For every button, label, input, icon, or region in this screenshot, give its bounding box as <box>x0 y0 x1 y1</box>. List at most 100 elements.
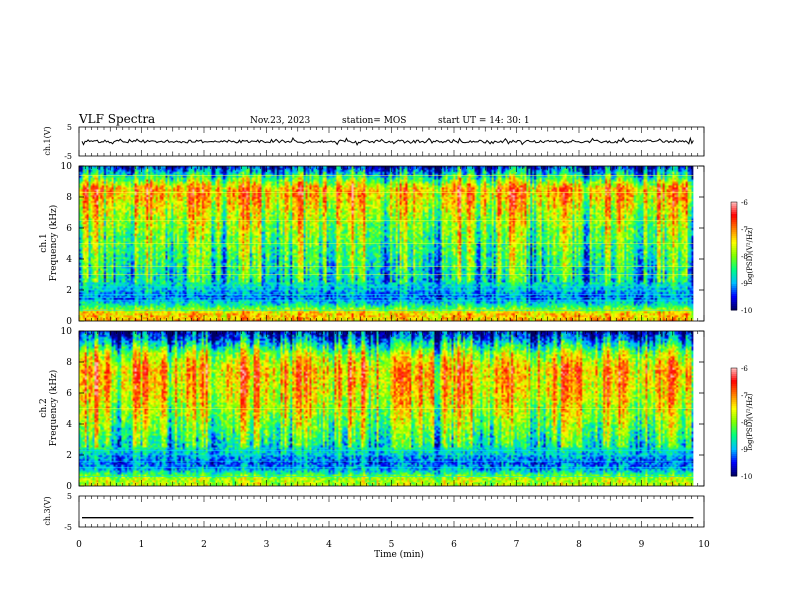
ch1-frequency-axis-label: Frequency (kHz) <box>48 205 59 282</box>
colorbar-swatch <box>731 456 737 459</box>
colorbar-swatch <box>731 258 737 261</box>
colorbar-swatch <box>731 246 737 249</box>
colorbar-swatch <box>731 408 737 411</box>
colorbar-swatch <box>731 222 737 225</box>
ch2-frequency-ticks: 0 2 4 6 8 10 <box>61 327 704 492</box>
time-tick-label: 7 <box>514 540 520 550</box>
colorbar-swatch <box>731 252 737 255</box>
ch3-ytick-bottom: -5 <box>64 523 72 532</box>
colorbar-swatch <box>731 268 737 271</box>
colorbar-swatch <box>731 306 737 309</box>
colorbar-swatch <box>731 448 737 451</box>
colorbar-swatch <box>731 410 737 413</box>
colorbar-swatch <box>731 392 737 395</box>
colorbar-swatch <box>731 232 737 235</box>
colorbar-swatch <box>731 396 737 399</box>
colorbar-swatch <box>731 202 737 205</box>
colorbar-frame <box>730 367 738 477</box>
colorbar-swatch <box>731 282 737 285</box>
colorbar-swatch <box>731 284 737 287</box>
colorbar-swatch <box>731 256 737 259</box>
colorbar-swatch <box>731 298 737 301</box>
ch3-volt-axis-label: ch.3(V) <box>43 496 52 525</box>
colorbar-swatch <box>731 266 737 269</box>
colorbar-swatch <box>731 220 737 223</box>
colorbar-swatch <box>731 292 737 295</box>
colorbar-swatch <box>731 272 737 275</box>
ch1-channel-label: ch.1 <box>39 233 49 252</box>
time-tick-label: 2 <box>201 540 207 550</box>
colorbar-swatch <box>731 468 737 471</box>
ch2-channel-label: ch.2 <box>39 398 49 417</box>
colorbar-swatch <box>731 402 737 405</box>
colorbar-swatch <box>731 308 737 311</box>
frequency-tick-label: 0 <box>66 482 72 492</box>
colorbar-swatch <box>731 236 737 239</box>
colorbar-tick-label: -6 <box>741 365 748 373</box>
colorbar-swatch <box>731 370 737 373</box>
frequency-tick-label: 2 <box>66 286 72 296</box>
colorbar-swatch <box>731 286 737 289</box>
colorbar-swatch <box>731 388 737 391</box>
frequency-tick-label: 8 <box>66 358 72 368</box>
date-label: Nov.23, 2023 <box>250 116 311 126</box>
colorbar-swatch <box>731 394 737 397</box>
time-tick-label: 5 <box>389 540 395 550</box>
ch2-spectrogram <box>79 331 694 486</box>
colorbar-swatch <box>731 382 737 385</box>
colorbar-swatch <box>731 414 737 417</box>
colorbar-swatch <box>731 296 737 299</box>
colorbar-swatch <box>731 454 737 457</box>
time-tick-label: 0 <box>76 540 82 550</box>
colorbar-label: log(PSD)(V²/Hz) <box>746 393 754 450</box>
frequency-tick-label: 6 <box>66 224 72 234</box>
colorbar-tick-label: -10 <box>741 307 752 315</box>
colorbar-swatch <box>731 274 737 277</box>
colorbar-swatch <box>731 244 737 247</box>
colorbar-swatch <box>731 276 737 279</box>
frequency-tick-label: 10 <box>61 327 73 337</box>
ch1-colorbar: -6 -7 -8 -9 -10 log(PSD)(V²/Hz) <box>730 199 754 315</box>
frequency-tick-label: 6 <box>66 389 72 399</box>
figure-title: VLF Spectra <box>78 112 155 126</box>
time-ticks <box>78 127 705 527</box>
ch1-volt-axis-label: ch.1(V) <box>43 126 52 155</box>
colorbar-swatch <box>731 228 737 231</box>
ch1-waveform-panel: 5 -5 ch.1(V) <box>43 123 705 161</box>
ch1-ytick-top: 5 <box>67 123 72 132</box>
time-tick-labels: 0 1 2 3 4 5 6 7 8 9 10 <box>76 540 710 550</box>
time-tick-label: 9 <box>639 540 645 550</box>
colorbar-swatch <box>731 418 737 421</box>
colorbar-swatch <box>731 432 737 435</box>
colorbar-swatch <box>731 230 737 233</box>
ch3-waveform-panel: 5 -5 ch.3(V) <box>43 492 705 532</box>
colorbar-swatch <box>731 254 737 257</box>
colorbar-swatch <box>731 458 737 461</box>
colorbar-swatch <box>731 474 737 477</box>
colorbar-swatch <box>731 234 737 237</box>
colorbar-swatch <box>731 208 737 211</box>
frequency-tick-label: 10 <box>61 162 73 172</box>
ch3-ytick-top: 5 <box>67 492 72 501</box>
colorbar-swatch <box>731 304 737 307</box>
colorbar-swatch <box>731 242 737 245</box>
colorbar-swatch <box>731 210 737 213</box>
colorbar-swatch <box>731 380 737 383</box>
colorbar-swatch <box>731 440 737 443</box>
colorbar-tick-label: -6 <box>741 199 748 207</box>
colorbar-swatch <box>731 374 737 377</box>
ch2-spectrogram-panel: 0 2 4 6 8 10 ch.2 Frequency (kHz) -6 -7 -8 -9 -10… <box>39 327 754 492</box>
colorbar-swatch <box>731 290 737 293</box>
frequency-tick-label: 8 <box>66 193 72 203</box>
ch1-ytick-bottom: -5 <box>64 152 72 161</box>
colorbar-swatch <box>731 404 737 407</box>
frequency-tick-label: 4 <box>66 420 72 430</box>
colorbar-swatch <box>731 226 737 229</box>
colorbar-swatch <box>731 462 737 465</box>
colorbar-swatch <box>731 264 737 267</box>
colorbar-swatch <box>731 406 737 409</box>
time-axis-label: Time (min) <box>374 549 424 560</box>
colorbar-swatch <box>731 420 737 423</box>
colorbar-swatch <box>731 262 737 265</box>
